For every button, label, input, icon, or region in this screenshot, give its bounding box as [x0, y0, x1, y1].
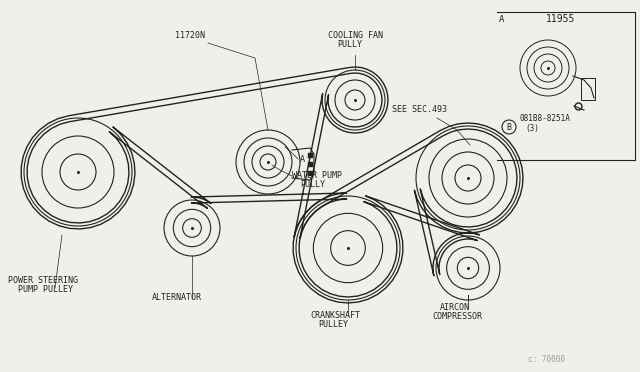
Text: COOLING FAN: COOLING FAN: [328, 31, 383, 40]
Text: PUMP PULLEY: PUMP PULLEY: [18, 285, 73, 294]
Text: AIRCON: AIRCON: [440, 303, 470, 312]
Text: SEE SEC.493: SEE SEC.493: [392, 105, 447, 114]
Text: (3): (3): [525, 124, 539, 133]
Text: A: A: [300, 155, 305, 164]
Text: B: B: [506, 123, 511, 132]
Bar: [308, 162, 313, 167]
Text: COMPRESSOR: COMPRESSOR: [432, 312, 482, 321]
Bar: [581, 78, 595, 100]
Text: 11955: 11955: [546, 14, 575, 24]
Text: A: A: [499, 15, 504, 24]
Text: 081B8-8251A: 081B8-8251A: [519, 114, 570, 123]
Text: WATER PUMP: WATER PUMP: [292, 171, 342, 180]
Text: CRANKSHAFT: CRANKSHAFT: [310, 311, 360, 320]
Text: 11720N: 11720N: [175, 31, 205, 40]
Text: PULLY: PULLY: [337, 40, 362, 49]
Bar: [308, 171, 313, 176]
Text: PULLEY: PULLEY: [318, 320, 348, 329]
Text: POWER STEERING: POWER STEERING: [8, 276, 78, 285]
Text: c: 70000: c: 70000: [528, 355, 565, 364]
Bar: [308, 153, 313, 158]
Text: PULLY: PULLY: [300, 180, 325, 189]
Text: ALTERNATOR: ALTERNATOR: [152, 293, 202, 302]
